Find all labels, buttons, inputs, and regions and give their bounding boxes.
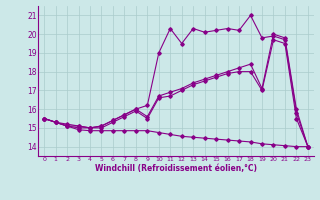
X-axis label: Windchill (Refroidissement éolien,°C): Windchill (Refroidissement éolien,°C) bbox=[95, 164, 257, 173]
